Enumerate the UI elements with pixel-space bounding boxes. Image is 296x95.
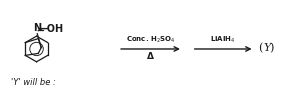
Text: 'Y' will be :: 'Y' will be : xyxy=(11,78,56,87)
Text: (: ( xyxy=(258,43,263,53)
Text: Conc. H$_2$SO$_4$: Conc. H$_2$SO$_4$ xyxy=(126,35,175,45)
Text: Δ: Δ xyxy=(147,52,154,61)
Text: Y: Y xyxy=(263,43,271,53)
Text: N: N xyxy=(33,23,41,33)
Text: LiAlH$_4$: LiAlH$_4$ xyxy=(210,35,236,45)
Text: —OH: —OH xyxy=(37,24,63,34)
Text: ): ) xyxy=(269,43,274,53)
